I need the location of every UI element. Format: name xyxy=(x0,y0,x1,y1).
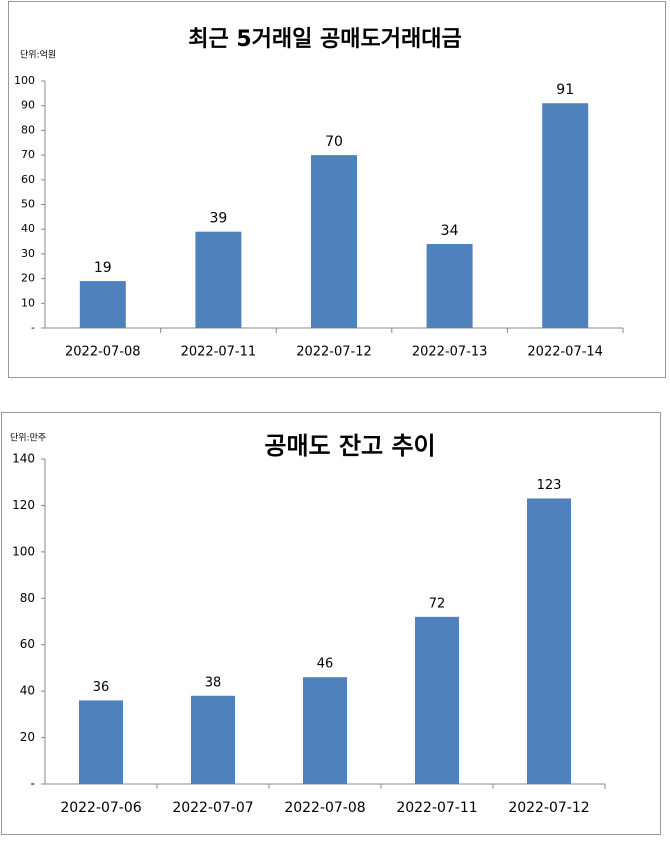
chart-title: 공매도 잔고 추이 xyxy=(264,432,435,460)
data-label: 123 xyxy=(537,478,562,493)
bar xyxy=(79,700,123,784)
data-label: 19 xyxy=(94,260,112,276)
y-tick-label: 80 xyxy=(20,591,35,605)
data-label: 70 xyxy=(325,134,343,150)
y-tick-label: 50 xyxy=(21,198,35,211)
bar xyxy=(79,281,126,328)
data-label: 91 xyxy=(556,82,574,98)
data-label: 39 xyxy=(209,211,227,227)
bar xyxy=(542,103,589,328)
y-tick-label: - xyxy=(31,321,35,334)
bar xyxy=(426,244,473,328)
bar xyxy=(415,616,459,784)
data-label: 38 xyxy=(205,675,222,690)
x-tick-label: 2022-07-12 xyxy=(296,345,372,360)
x-tick-label: 2022-07-06 xyxy=(60,800,141,816)
x-tick-label: 2022-07-14 xyxy=(527,345,603,360)
y-tick-label: 90 xyxy=(21,99,35,112)
y-tick-label: 100 xyxy=(12,544,35,558)
bar xyxy=(191,695,235,784)
y-tick-label: 20 xyxy=(21,272,35,285)
x-tick-label: 2022-07-11 xyxy=(396,800,477,816)
unit-label: 단위:만주 xyxy=(10,433,46,444)
y-tick-label: 20 xyxy=(20,730,35,744)
bar xyxy=(311,155,357,328)
chart-title: 최근 5거래일 공매도거래대금 xyxy=(188,27,462,52)
bar xyxy=(527,498,571,784)
y-tick-label: 30 xyxy=(21,247,35,260)
x-tick-label: 2022-07-12 xyxy=(508,800,589,816)
y-tick-label: 100 xyxy=(14,74,35,87)
y-tick-label: 70 xyxy=(21,148,35,161)
x-tick-label: 2022-07-13 xyxy=(412,345,488,360)
y-tick-label: 80 xyxy=(21,123,35,136)
data-label: 34 xyxy=(441,223,459,239)
y-tick-label: 60 xyxy=(21,173,35,186)
y-tick-label: 40 xyxy=(21,222,35,235)
y-tick-label: 40 xyxy=(20,684,35,698)
data-label: 72 xyxy=(429,596,446,611)
y-tick-label: 120 xyxy=(12,498,35,512)
bar xyxy=(303,677,347,784)
y-tick-label: - xyxy=(31,777,35,791)
unit-label: 단위:억원 xyxy=(20,49,56,61)
data-label: 36 xyxy=(93,680,110,695)
y-tick-label: 10 xyxy=(21,296,35,309)
data-label: 46 xyxy=(317,657,334,672)
bar xyxy=(195,231,242,328)
x-tick-label: 2022-07-08 xyxy=(284,800,365,816)
y-tick-label: 60 xyxy=(20,637,35,651)
x-tick-label: 2022-07-08 xyxy=(65,345,141,360)
x-tick-label: 2022-07-11 xyxy=(181,345,257,360)
y-tick-label: 140 xyxy=(12,452,35,466)
x-tick-label: 2022-07-07 xyxy=(172,800,253,816)
